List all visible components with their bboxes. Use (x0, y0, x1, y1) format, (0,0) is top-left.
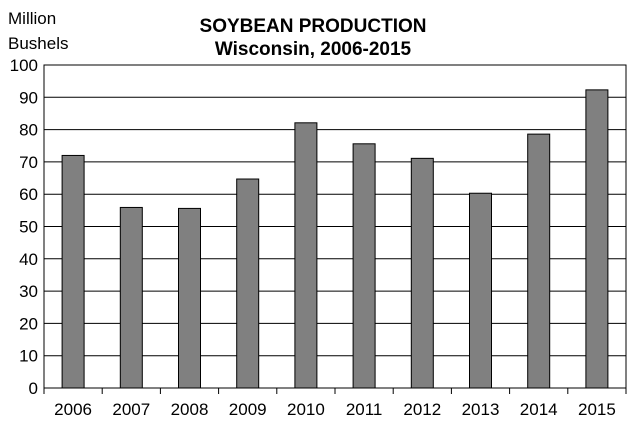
x-tick-label: 2015 (578, 400, 616, 419)
y-tick-label: 40 (19, 250, 38, 269)
x-tick-label: 2013 (462, 400, 500, 419)
x-tick-label: 2011 (346, 400, 383, 419)
bar (585, 89, 609, 389)
bar (527, 133, 551, 389)
bar (469, 192, 492, 389)
x-tick-label: 2007 (112, 400, 150, 419)
x-tick-label: 2009 (229, 400, 267, 419)
y-axis-unit-line-1: Million (8, 9, 56, 28)
bar (410, 157, 434, 389)
x-tick-label: 2012 (403, 400, 441, 419)
y-tick-label: 50 (19, 218, 38, 237)
bar (352, 143, 376, 389)
x-tick-label: 2008 (171, 400, 209, 419)
plot-area: 0 10 20 30 40 50 60 70 80 90 100 2006 2007 2008 2009 20… (10, 56, 627, 419)
bar (236, 178, 260, 389)
y-axis-unit-line-2: Bushels (8, 34, 68, 53)
y-tick-label: 90 (19, 88, 38, 107)
y-tick-label: 30 (19, 282, 38, 301)
x-tick-label: 2006 (54, 400, 92, 419)
x-tick-label: 2014 (520, 400, 558, 419)
bar (61, 154, 85, 389)
y-tick-label: 100 (10, 56, 38, 75)
x-tick-label: 2010 (287, 400, 325, 419)
y-tick-label: 80 (19, 121, 38, 140)
bar (119, 206, 143, 389)
y-tick-label: 10 (19, 347, 38, 366)
y-tick-label: 70 (19, 153, 38, 172)
y-tick-label: 20 (19, 314, 38, 333)
chart-title: SOYBEAN PRODUCTION (200, 16, 427, 37)
y-tick-label: 60 (19, 185, 38, 204)
bar (178, 207, 201, 389)
bar (294, 122, 318, 389)
chart-subtitle: Wisconsin, 2006-2015 (215, 39, 412, 60)
y-tick-label: 0 (29, 379, 38, 398)
